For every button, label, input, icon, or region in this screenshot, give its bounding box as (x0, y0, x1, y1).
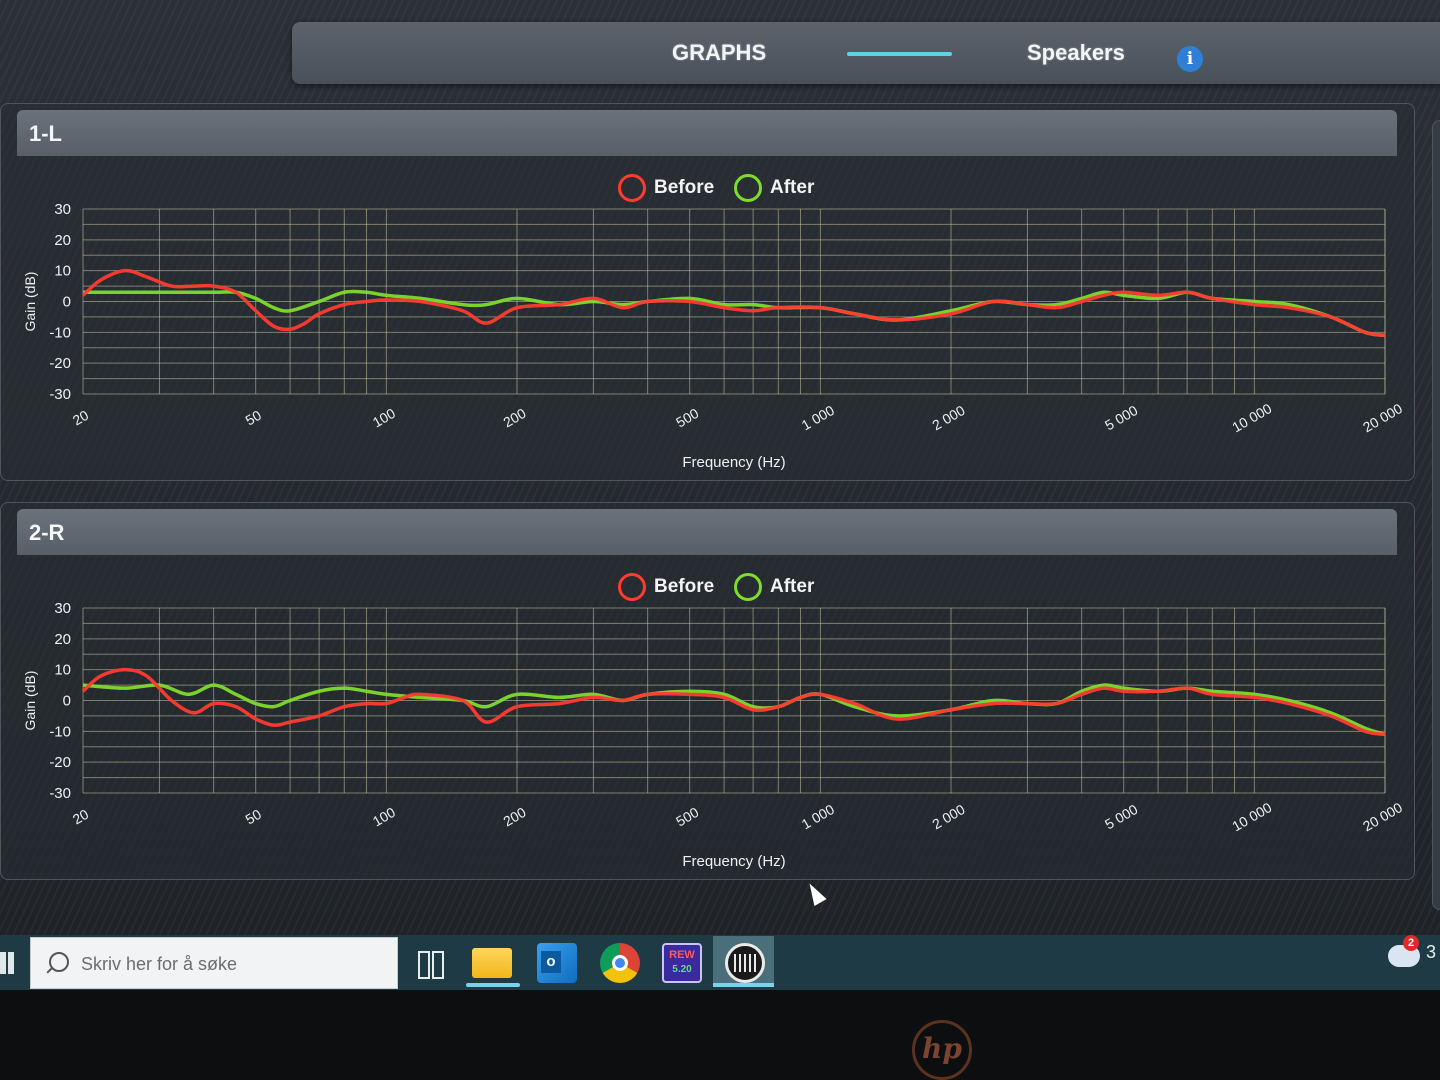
y-tick-label: 20 (54, 232, 71, 249)
panel-header: 2-R (17, 509, 1397, 555)
y-tick-label: -10 (49, 324, 71, 341)
series-line-before (81, 667, 1386, 737)
y-axis-label: Gain (dB) (22, 671, 38, 731)
outlook-letter: o (541, 951, 561, 973)
legend-label: Before (654, 576, 715, 597)
app-stripes (734, 954, 756, 972)
x-tick-label: 20 000 (1360, 400, 1405, 435)
top-navigation-bar: GRAPHS Speakers i (292, 22, 1440, 84)
dirac-app-icon[interactable] (725, 943, 765, 983)
series-line-after (82, 683, 1386, 737)
notification-badge: 2 (1403, 935, 1419, 951)
file-explorer-icon[interactable] (472, 948, 512, 978)
chrome-center (612, 955, 628, 971)
x-tick-label: 500 (673, 804, 701, 830)
y-tick-label: -10 (49, 723, 71, 740)
graph-panel-2-R: 2-R Before After 30 20 10 0 -10 -20 -30 20 50 100… (0, 502, 1415, 880)
series-line-after (83, 289, 1386, 338)
y-tick-label: 30 (54, 600, 71, 617)
y-axis-label: Gain (dB) (22, 272, 38, 332)
legend-label: Before (654, 177, 715, 198)
taskbar-search-input[interactable]: Skriv her for å søke (30, 937, 398, 989)
app-screen: GRAPHS Speakers i 1-L Before After 30 20 1… (0, 0, 1440, 935)
panel-header: 1-L (17, 110, 1397, 156)
y-tick-label: -30 (49, 386, 71, 403)
file-explorer-running-indicator (466, 983, 520, 987)
x-tick-label: 5 000 (1102, 402, 1141, 433)
x-tick-label: 10 000 (1229, 799, 1274, 834)
graph-panel-1-L: 1-L Before After 30 20 10 0 -10 -20 -30 20 50 100… (0, 103, 1415, 481)
x-tick-label: 20 (70, 407, 92, 429)
x-tick-label: 20 000 (1360, 799, 1405, 834)
info-icon[interactable]: i (1177, 46, 1203, 72)
y-tick-label: 10 (54, 662, 71, 679)
x-tick-label: 100 (370, 804, 398, 830)
laptop-bezel (0, 990, 1440, 1080)
search-placeholder: Skriv her for å søke (81, 954, 238, 974)
panel-title: 1-L (29, 121, 62, 146)
x-tick-label: 50 (242, 806, 264, 828)
adjacent-panel-edge (1432, 120, 1440, 910)
chrome-icon[interactable] (600, 943, 640, 983)
rew-version: 5.20 (672, 964, 692, 975)
legend-label: After (770, 576, 815, 597)
tab-graphs[interactable]: GRAPHS (672, 40, 767, 65)
mouse-cursor-icon (803, 879, 827, 907)
y-tick-label: -20 (49, 754, 71, 771)
x-tick-label: 500 (673, 405, 701, 431)
search-icon (49, 952, 69, 972)
panel-title: 2-R (29, 520, 65, 545)
y-tick-label: 20 (54, 631, 71, 648)
x-tick-label: 20 (70, 806, 92, 828)
legend-ring-after-icon (734, 573, 762, 601)
x-tick-label: 200 (500, 405, 528, 431)
x-tick-label: 200 (500, 804, 528, 830)
tray-temperature: 3 (1426, 942, 1437, 962)
rew-app-icon[interactable]: REW 5.20 (662, 943, 702, 983)
y-tick-label: 10 (54, 263, 71, 280)
rew-label: REW (669, 949, 695, 961)
y-tick-label: 0 (63, 693, 71, 710)
active-tab-indicator (847, 52, 952, 56)
x-axis-label: Frequency (Hz) (682, 454, 785, 471)
active-app-indicator (713, 983, 774, 987)
hp-logo: hp (912, 1020, 972, 1080)
legend-label: After (770, 177, 815, 198)
series-line-before (81, 268, 1386, 338)
tab-speakers[interactable]: Speakers (1027, 40, 1125, 65)
x-tick-label: 1 000 (799, 801, 838, 832)
windows-start-icon[interactable] (0, 952, 14, 974)
x-tick-label: 100 (370, 405, 398, 431)
x-tick-label: 2 000 (929, 801, 968, 832)
x-tick-label: 2 000 (929, 402, 968, 433)
legend-ring-before-icon (618, 573, 646, 601)
y-tick-label: 30 (54, 201, 71, 218)
x-tick-label: 10 000 (1229, 400, 1274, 435)
y-tick-label: -20 (49, 355, 71, 372)
task-view-icon[interactable] (412, 943, 452, 983)
legend-ring-after-icon (734, 174, 762, 202)
outlook-icon[interactable]: o (537, 943, 577, 983)
y-tick-label: 0 (63, 294, 71, 311)
legend-ring-before-icon (618, 174, 646, 202)
y-tick-label: -30 (49, 785, 71, 802)
x-axis-label: Frequency (Hz) (682, 853, 785, 870)
x-tick-label: 5 000 (1102, 801, 1141, 832)
x-tick-label: 50 (242, 407, 264, 429)
x-tick-label: 1 000 (799, 402, 838, 433)
